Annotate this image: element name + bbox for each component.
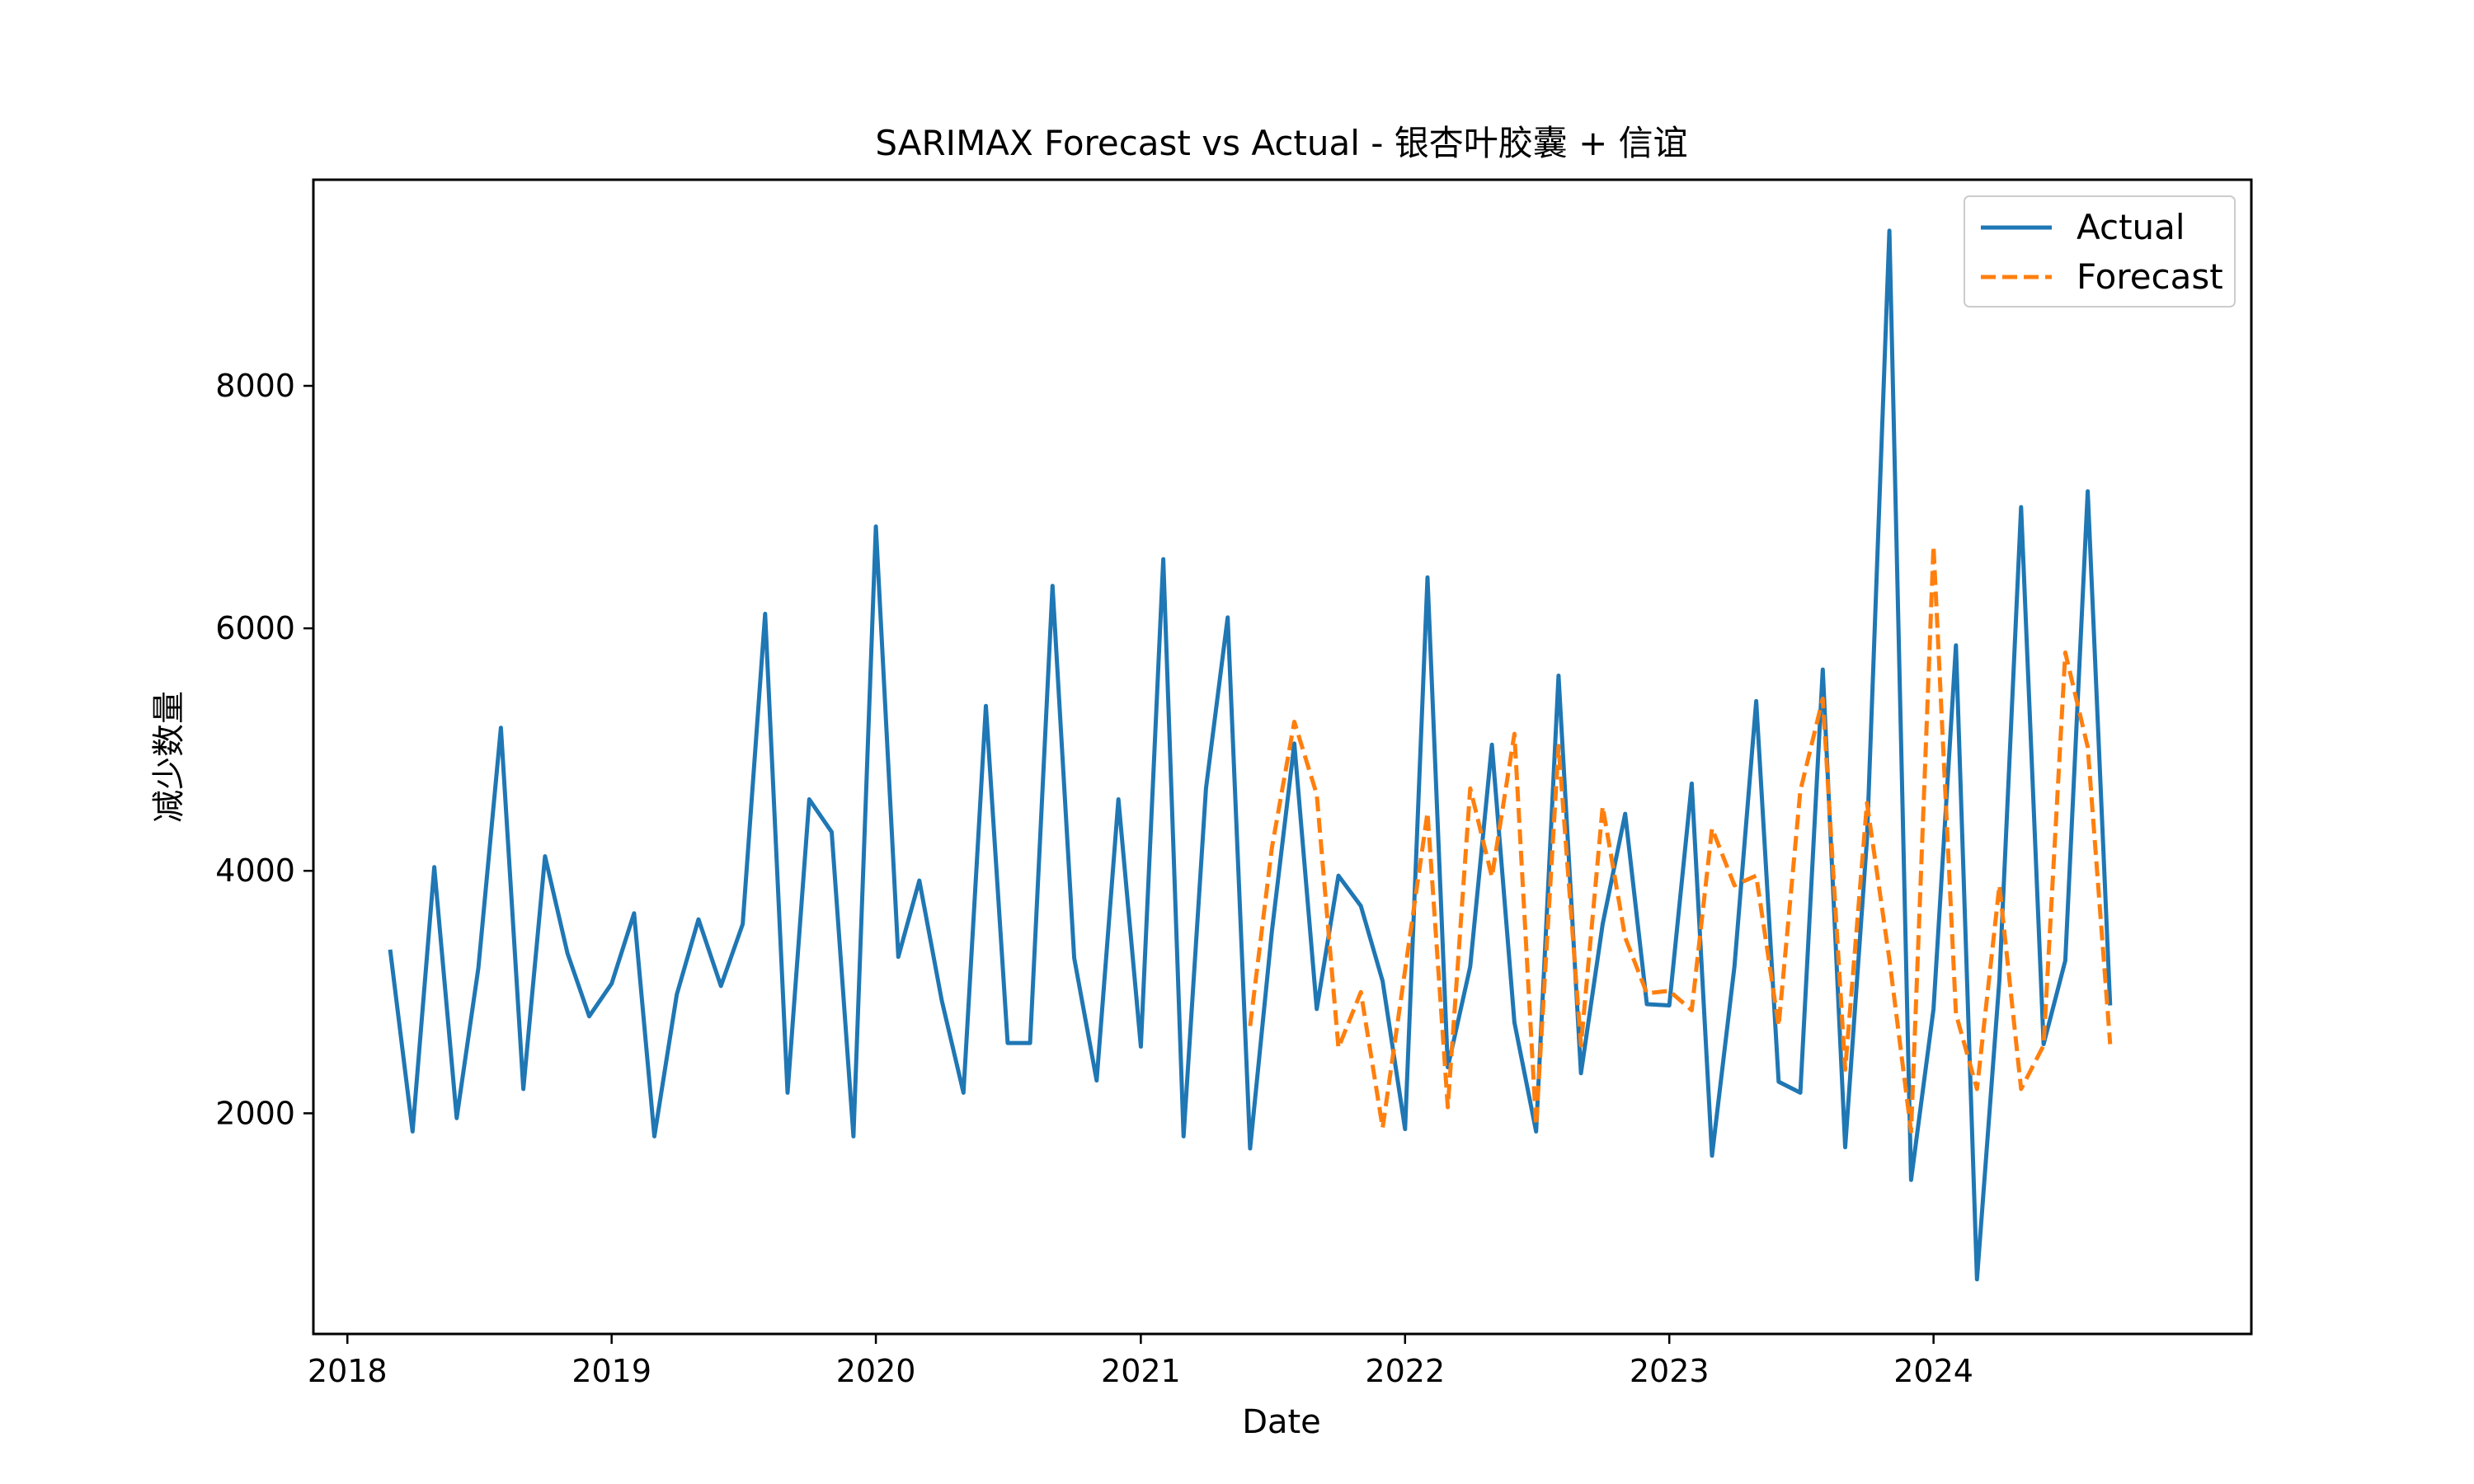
x-tick-label: 2018 [308, 1353, 388, 1389]
series-actual [388, 228, 2113, 1282]
legend-actual-label: Actual [2077, 207, 2185, 247]
series-forecast [1248, 543, 2113, 1134]
y-tick-label: 4000 [215, 852, 295, 889]
x-tick-label: 2024 [1893, 1353, 1973, 1389]
legend: Actual Forecast [1964, 195, 2236, 308]
x-axis-label: Date [1242, 1403, 1321, 1441]
y-axis-label: 减少数量 [150, 691, 188, 823]
x-tick-label: 2021 [1101, 1353, 1181, 1389]
y-tick-label: 2000 [215, 1095, 295, 1131]
x-tick-label: 2023 [1630, 1353, 1710, 1389]
series-line-forecast [1248, 543, 2113, 1134]
axes-frame [312, 178, 2253, 1336]
x-tick-label: 2019 [571, 1353, 651, 1389]
x-tick-label: 2020 [836, 1353, 916, 1389]
y-tick-label: 8000 [215, 368, 295, 404]
plot-area [388, 228, 2113, 1282]
x-axis-ticks: 2018 2019 2020 2021 2022 2023 2024 [308, 1334, 1973, 1389]
chart-title: SARIMAX Forecast vs Actual - 银杏叶胶囊 + 信谊 [875, 123, 1687, 163]
y-axis-ticks: 2000 4000 6000 8000 [215, 368, 313, 1131]
y-tick-label: 6000 [215, 610, 295, 646]
series-line-actual [388, 228, 2113, 1282]
x-tick-label: 2022 [1365, 1353, 1445, 1389]
legend-forecast-label: Forecast [2077, 256, 2223, 297]
